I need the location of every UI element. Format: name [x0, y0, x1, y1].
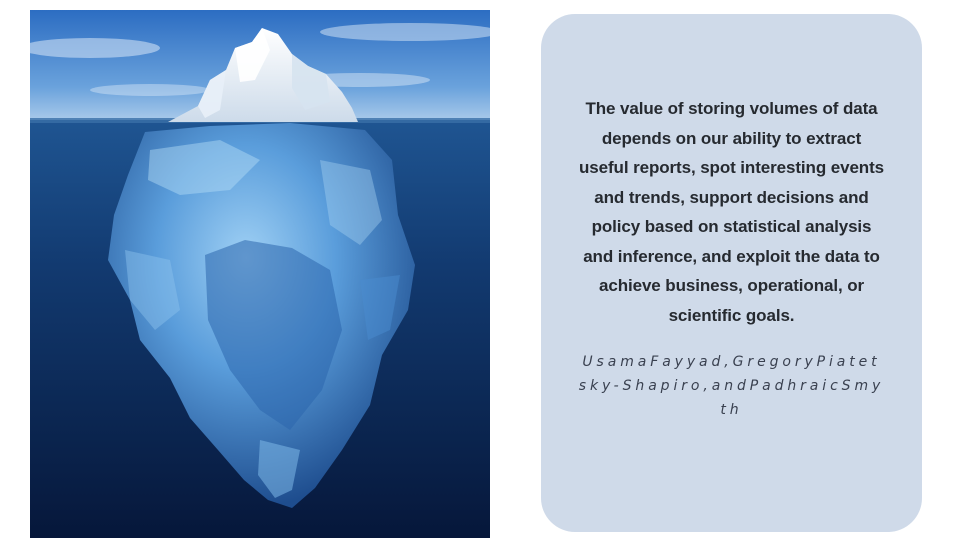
iceberg-image	[30, 10, 490, 538]
quote-box: The value of storing volumes of data dep…	[541, 14, 922, 532]
iceberg-illustration	[30, 10, 490, 538]
quote-attribution: UsamaFayyad,GregoryPiatetsky-Shapiro,and…	[578, 354, 885, 418]
quote-text: The value of storing volumes of data dep…	[579, 99, 884, 325]
